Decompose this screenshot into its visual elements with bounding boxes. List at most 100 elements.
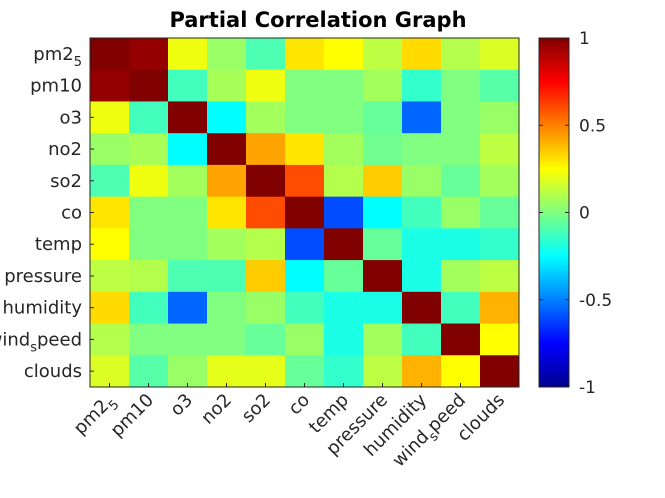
tick-label-base: no2 <box>48 139 82 160</box>
heatmap-cell-4-5 <box>285 164 325 198</box>
heatmap-cell-5-0 <box>90 196 130 229</box>
heatmap-cell-0-4 <box>246 38 286 71</box>
heatmap-cell-9-8 <box>402 323 442 356</box>
heatmap-cell-2-2 <box>168 101 208 134</box>
heatmap-cell-5-2 <box>168 196 208 229</box>
heatmap-cell-6-4 <box>246 228 286 261</box>
heatmap-cell-7-3 <box>207 260 247 293</box>
heatmap-cell-10-2 <box>168 355 208 388</box>
heatmap-cell-5-4 <box>246 196 286 229</box>
y-tick-label: humidity <box>3 298 83 319</box>
heatmap-cell-3-5 <box>285 133 325 166</box>
heatmap-cell-8-9 <box>441 291 481 325</box>
colorbar-gradient <box>538 37 570 388</box>
heatmap-cell-10-1 <box>129 355 169 388</box>
x-tick-label: so2 <box>238 390 275 427</box>
heatmap-cell-2-0 <box>90 101 130 134</box>
heatmap-cell-10-10 <box>480 355 520 388</box>
colorbar-tick-label: -1 <box>579 378 596 398</box>
heatmap-cell-7-8 <box>402 260 442 293</box>
heatmap-cell-8-10 <box>480 291 520 325</box>
heatmap-cell-0-8 <box>402 38 442 71</box>
heatmap-cell-3-10 <box>480 133 520 166</box>
heatmap-cell-5-10 <box>480 196 520 229</box>
heatmap-cell-1-6 <box>324 69 364 102</box>
heatmap-cell-4-0 <box>90 164 130 198</box>
heatmap-cell-8-4 <box>246 291 286 325</box>
heatmap-cell-7-9 <box>441 260 481 293</box>
heatmap-cell-7-5 <box>285 260 325 293</box>
heatmap-cell-9-0 <box>90 323 130 356</box>
heatmap-cell-10-5 <box>285 355 325 388</box>
heatmap-cell-5-7 <box>363 196 403 229</box>
tick-label-base: no2 <box>197 390 236 429</box>
tick-label-base: temp <box>35 234 82 255</box>
y-tick-label: co <box>61 203 82 224</box>
heatmap-cell-0-2 <box>168 38 208 71</box>
y-tick-label: windspeed <box>0 329 82 355</box>
y-tick-label: pressure <box>4 266 82 287</box>
heatmap-cell-5-1 <box>129 196 169 229</box>
heatmap-cell-9-3 <box>207 323 247 356</box>
heatmap-cell-9-7 <box>363 323 403 356</box>
tick-label-base: pm2 <box>33 44 73 65</box>
heatmap-cell-3-9 <box>441 133 481 166</box>
heatmap-cell-9-6 <box>324 323 364 356</box>
heatmap-cell-6-2 <box>168 228 208 261</box>
heatmap-cell-6-10 <box>480 228 520 261</box>
heatmap-cell-1-1 <box>129 69 169 102</box>
heatmap-cell-0-1 <box>129 38 169 71</box>
x-tick-label: o3 <box>166 390 197 421</box>
heatmap-cell-8-0 <box>90 291 130 325</box>
y-tick-label: pm25 <box>33 44 82 70</box>
heatmap-cell-1-2 <box>168 69 208 102</box>
heatmap-cell-4-3 <box>207 164 247 198</box>
heatmap-cell-7-4 <box>246 260 286 293</box>
heatmap-cell-7-1 <box>129 260 169 293</box>
heatmap-cell-6-5 <box>285 228 325 261</box>
heatmap-cell-8-3 <box>207 291 247 325</box>
tick-label-base: clouds <box>24 361 82 382</box>
heatmap-cell-5-3 <box>207 196 247 229</box>
tick-label-tail: peed <box>37 329 82 350</box>
heatmap-cell-1-9 <box>441 69 481 102</box>
heatmap-cell-6-3 <box>207 228 247 261</box>
heatmap-cell-9-10 <box>480 323 520 356</box>
heatmap-cell-1-8 <box>402 69 442 102</box>
y-tick-label: no2 <box>48 139 82 160</box>
heatmap-cell-7-6 <box>324 260 364 293</box>
y-tick-labels: pm25 pm10 o3 no2 so2 co temp pressure humidity wi… <box>0 44 94 382</box>
heatmap-cell-0-3 <box>207 38 247 71</box>
tick-label-base: co <box>284 390 314 420</box>
tick-label-subscript: 5 <box>74 55 82 70</box>
heatmap-cell-6-9 <box>441 228 481 261</box>
heatmap-cell-2-9 <box>441 101 481 134</box>
colorbar-tick-label: 1 <box>579 29 590 49</box>
heatmap-cell-4-10 <box>480 164 520 198</box>
heatmap-cell-0-7 <box>363 38 403 71</box>
heatmap-cell-3-6 <box>324 133 364 166</box>
heatmap-cell-9-4 <box>246 323 286 356</box>
heatmap-cell-10-6 <box>324 355 364 388</box>
heatmap-cell-4-8 <box>402 164 442 198</box>
heatmap-cell-6-1 <box>129 228 169 261</box>
tick-label-base: co <box>61 203 82 224</box>
colorbar: 1 0.5 0 -0.5 -1 <box>538 29 612 398</box>
heatmap-cell-3-0 <box>90 133 130 166</box>
heatmap-cell-4-4 <box>246 164 286 198</box>
heatmap-cell-6-6 <box>324 228 364 261</box>
heatmap-cell-2-3 <box>207 101 247 134</box>
heatmap-cell-10-3 <box>207 355 247 388</box>
heatmap-cell-1-5 <box>285 69 325 102</box>
heatmap-cell-2-10 <box>480 101 520 134</box>
tick-label-base: so2 <box>238 390 275 427</box>
heatmap-cell-8-8 <box>402 291 442 325</box>
heatmap-cell-2-6 <box>324 101 364 134</box>
heatmap-cell-9-9 <box>441 323 481 356</box>
y-tick-label: so2 <box>50 171 82 192</box>
colorbar-tick-label: 0.5 <box>579 116 606 136</box>
heatmap-cell-0-6 <box>324 38 364 71</box>
heatmap-cell-9-5 <box>285 323 325 356</box>
heatmap-cell-2-1 <box>129 101 169 134</box>
